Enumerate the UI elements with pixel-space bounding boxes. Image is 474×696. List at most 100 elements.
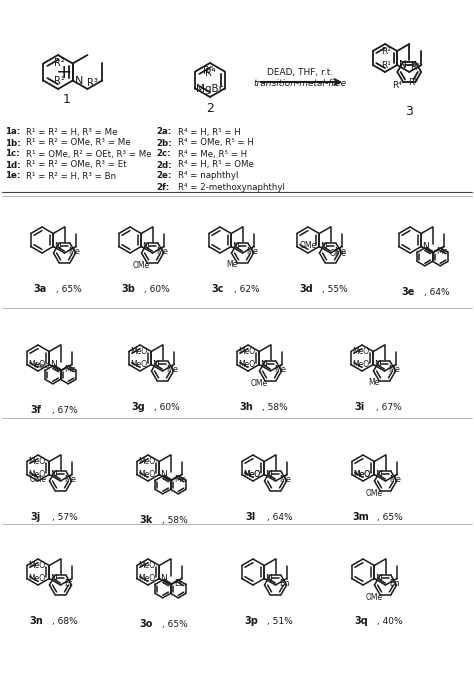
Text: 3: 3 [405, 104, 413, 118]
Text: MeO: MeO [28, 470, 45, 479]
Text: N: N [320, 242, 327, 251]
Text: Et: Et [64, 578, 72, 587]
Text: , 58%: , 58% [162, 516, 188, 525]
Text: Bn: Bn [389, 578, 400, 587]
Text: 2a:: 2a: [156, 127, 171, 136]
Text: Me: Me [436, 246, 448, 255]
Text: R²: R² [54, 58, 65, 68]
Text: R⁵: R⁵ [408, 78, 418, 87]
Text: , 62%: , 62% [234, 285, 260, 294]
Text: 3b: 3b [121, 285, 135, 294]
Text: Me: Me [334, 246, 346, 255]
Text: 3k: 3k [139, 515, 153, 525]
Text: MeO: MeO [238, 347, 255, 356]
Text: OMe: OMe [300, 241, 317, 250]
Text: Me: Me [389, 475, 401, 484]
Text: 3m: 3m [353, 512, 369, 523]
Text: 3q: 3q [354, 617, 368, 626]
Text: MeO: MeO [352, 347, 369, 356]
Text: 3h: 3h [239, 402, 253, 413]
Text: N: N [375, 574, 382, 583]
Text: , 64%: , 64% [424, 287, 450, 296]
Text: Me: Me [64, 475, 76, 484]
Text: Me: Me [68, 246, 80, 255]
Text: N: N [142, 242, 149, 251]
Text: 2f:: 2f: [156, 182, 169, 191]
Text: N: N [54, 242, 61, 251]
Text: R⁵: R⁵ [203, 67, 214, 77]
Text: 2: 2 [206, 102, 214, 115]
Text: MeO: MeO [138, 457, 155, 466]
Text: , 64%: , 64% [267, 513, 292, 522]
Text: 3n: 3n [29, 617, 43, 626]
Text: R¹ = R² = OMe, R³ = Et: R¹ = R² = OMe, R³ = Et [26, 161, 127, 170]
Text: , 58%: , 58% [262, 403, 288, 412]
Text: R¹ = R² = H, R³ = Bn: R¹ = R² = H, R³ = Bn [26, 171, 116, 180]
Text: , 60%: , 60% [144, 285, 170, 294]
Text: 3g: 3g [131, 402, 145, 413]
Text: 3a: 3a [33, 285, 46, 294]
Text: , 65%: , 65% [56, 285, 82, 294]
Text: MgBr: MgBr [197, 84, 224, 94]
Text: 3l: 3l [246, 512, 256, 523]
Text: N: N [265, 574, 272, 583]
Text: 3i: 3i [355, 402, 365, 413]
Text: DEAD, THF, r.t.: DEAD, THF, r.t. [267, 68, 333, 77]
Text: MeO: MeO [243, 470, 260, 479]
Text: 1c:: 1c: [5, 150, 19, 159]
Text: N: N [75, 75, 83, 86]
Text: N: N [160, 574, 167, 583]
Text: MeO: MeO [28, 574, 45, 583]
Text: , 67%: , 67% [52, 406, 78, 415]
Text: N: N [260, 360, 267, 369]
Text: MeO: MeO [238, 360, 255, 369]
Text: , 65%: , 65% [377, 513, 403, 522]
Text: 3e: 3e [401, 287, 415, 297]
Text: , 65%: , 65% [162, 619, 188, 628]
Text: R¹: R¹ [381, 61, 391, 70]
Text: transition-metal-free: transition-metal-free [254, 79, 346, 88]
Text: R⁴: R⁴ [205, 68, 215, 78]
Text: 1e:: 1e: [5, 171, 20, 180]
Text: Me: Me [156, 246, 168, 255]
Text: , 55%: , 55% [322, 285, 348, 294]
Text: R²: R² [381, 47, 391, 56]
Text: MeO: MeO [353, 470, 370, 479]
Text: +: + [55, 63, 72, 81]
Text: , 57%: , 57% [52, 513, 78, 522]
Text: MeO: MeO [138, 561, 155, 570]
Text: MeO: MeO [353, 470, 370, 479]
Text: N: N [50, 574, 57, 583]
Text: MeO: MeO [130, 347, 147, 356]
Text: 1b:: 1b: [5, 139, 21, 148]
Text: OMe: OMe [251, 379, 268, 388]
Text: OMe: OMe [133, 261, 150, 270]
Text: R¹ = R² = OMe, R³ = Me: R¹ = R² = OMe, R³ = Me [26, 139, 131, 148]
Text: Et: Et [174, 578, 182, 587]
Text: , 40%: , 40% [377, 617, 402, 626]
Text: N: N [422, 242, 429, 251]
Text: MeO: MeO [352, 360, 369, 369]
Text: Me: Me [368, 378, 379, 387]
Text: 2d:: 2d: [156, 161, 172, 170]
Text: 3c: 3c [212, 285, 224, 294]
Text: R³: R³ [87, 79, 98, 88]
Text: 2c:: 2c: [156, 150, 171, 159]
Text: R⁴ = 2-methoxynaphthyl: R⁴ = 2-methoxynaphthyl [178, 182, 285, 191]
Text: N: N [265, 470, 272, 479]
Text: 1: 1 [63, 93, 71, 106]
Text: Me: Me [64, 365, 76, 374]
Text: 2e:: 2e: [156, 171, 172, 180]
Text: R³: R³ [410, 63, 420, 72]
Text: N: N [375, 470, 382, 479]
Text: Me: Me [246, 246, 258, 255]
Text: Me: Me [388, 365, 400, 374]
Text: Me: Me [279, 475, 291, 484]
Text: 1a:: 1a: [5, 127, 20, 136]
Text: N: N [232, 242, 239, 251]
Text: , 51%: , 51% [267, 617, 293, 626]
Text: MeO: MeO [243, 470, 260, 479]
Text: 1d:: 1d: [5, 161, 21, 170]
Text: R⁴ = H, R⁵ = H: R⁴ = H, R⁵ = H [178, 127, 241, 136]
Text: 3o: 3o [139, 619, 153, 629]
